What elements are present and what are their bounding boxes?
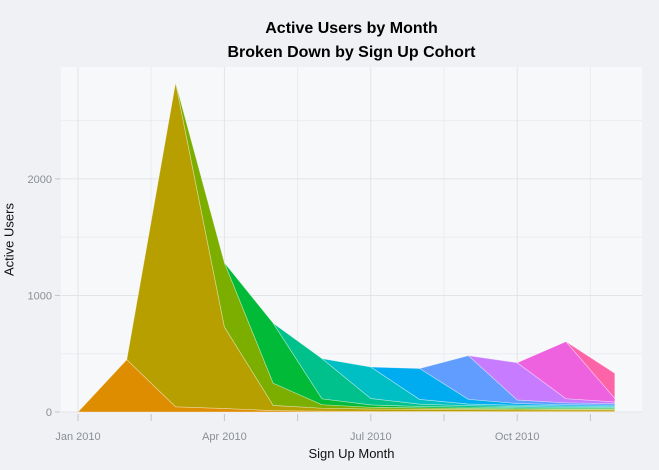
x-tick-label: Apr 2010 [202, 431, 247, 443]
cohort-area [565, 341, 616, 399]
y-axis-title: Active Users [1, 203, 17, 276]
chart-title-line-2: Broken Down by Sign Up Cohort [227, 44, 476, 61]
chart-title: Active Users by Month Broken Down by Sig… [61, 0, 642, 65]
cohort-area [224, 262, 616, 410]
x-tick-label: Oct 2010 [495, 431, 540, 443]
x-tick-label: Jan 2010 [55, 431, 100, 443]
chart-title-line-1: Active Users by Month [265, 20, 438, 37]
y-tick-label: 1000 [28, 290, 52, 302]
x-axis-title: Sign Up Month [308, 446, 395, 461]
cohort-area [516, 341, 616, 403]
y-tick-label: 0 [46, 407, 52, 419]
x-tick-label: Jul 2010 [350, 431, 392, 443]
y-tick-label: 2000 [28, 174, 52, 186]
